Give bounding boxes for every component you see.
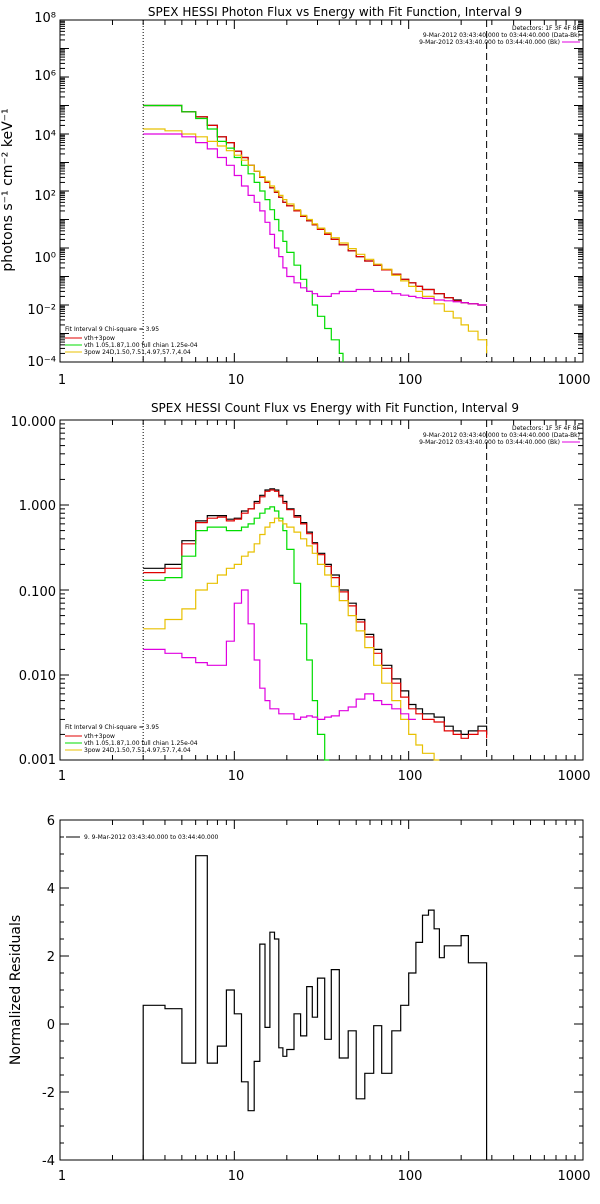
count-flux-legend-total: vth+3pow <box>84 733 115 740</box>
count-flux-plot-frame <box>59 419 584 761</box>
photon-flux-xtick-100: 100 <box>398 373 423 388</box>
count-flux-legend-data-bk: 9-Mar-2012 03:43:40.000 to 03:44:40.000 … <box>423 432 580 439</box>
photon-flux-ytick-1e-2: 10⁻² <box>27 303 56 318</box>
count-flux-ytick-0.100: 0.100 <box>19 585 56 600</box>
photon-flux-series-background <box>143 133 487 306</box>
residuals-xtick-10: 10 <box>228 1169 245 1184</box>
count-flux-legend-top: Detectors: 1F 3F 4F 8F 9-Mar-2012 03:43:… <box>419 425 580 446</box>
residuals-xtick-100: 100 <box>398 1169 423 1184</box>
count-flux-xtick-1: 1 <box>58 769 66 784</box>
count-flux-xtick-1000: 1000 <box>557 769 590 784</box>
residuals-plot-frame <box>59 819 584 1161</box>
photon-flux-series-powerlaw <box>143 128 488 354</box>
photon-flux-ytick-1e6: 10⁶ <box>34 69 56 84</box>
residuals-marks <box>59 819 583 1161</box>
photon-flux-xtick-1000: 1000 <box>557 373 590 388</box>
photon-flux-series-thermal <box>143 104 344 362</box>
photon-flux-legend-thermal: vth 1.05,1.87,1.00 full chian 1.25e-04 <box>84 342 198 349</box>
photon-flux-legend-top: Detectors: 1F 3F 4F 8F 9-Mar-2012 03:43:… <box>419 25 580 46</box>
photon-flux-marks <box>59 19 583 363</box>
photon-flux-xticks: 1 10 100 1000 <box>58 373 591 388</box>
count-flux-legend-detectors: Detectors: 1F 3F 4F 8F <box>512 425 581 432</box>
photon-flux-panel: SPEX HESSI Photon Flux vs Energy with Fi… <box>0 5 591 388</box>
photon-flux-plot-frame <box>59 19 584 363</box>
photon-flux-legend-total: vth+3pow <box>84 335 115 342</box>
count-flux-series-data <box>143 488 488 735</box>
count-flux-series-thermal <box>143 506 330 761</box>
count-flux-legend-thermal: vth 1.05,1.87,1.00 full chian 1.25e-04 <box>84 740 198 747</box>
count-flux-legend-bk: 9-Mar-2012 03:43:40.000 to 03:44:40.000 … <box>419 439 560 446</box>
photon-flux-ytick-1e4: 10⁴ <box>34 129 56 144</box>
photon-flux-series-total <box>143 104 487 306</box>
photon-flux-legend-bottom: Fit Interval 9 Chi-square = 3.95 vth+3po… <box>65 326 198 356</box>
count-flux-xtick-10: 10 <box>228 769 245 784</box>
photon-flux-yticks: 10⁻⁴ 10⁻² 10⁰ 10² 10⁴ 10⁶ 10⁸ <box>27 11 56 370</box>
count-flux-legend-powerlaw: 3pow 24D,1.50,7.51,4.97,57.7,4.04 <box>84 747 191 754</box>
photon-flux-legend-detectors: Detectors: 1F 3F 4F 8F <box>512 25 581 32</box>
count-flux-series-background <box>143 589 416 720</box>
residuals-ytick-6: 6 <box>47 814 55 829</box>
count-flux-marks <box>59 419 583 761</box>
residuals-legend-label: 9. 9-Mar-2012 03:43:40.000 to 03:44:40.0… <box>84 834 219 841</box>
residuals-yticks: -4 -2 0 2 4 6 <box>42 814 55 1169</box>
count-flux-series-total <box>143 489 488 739</box>
residuals-legend: 9. 9-Mar-2012 03:43:40.000 to 03:44:40.0… <box>66 834 219 841</box>
photon-flux-ytick-1e8: 10⁸ <box>34 11 56 26</box>
photon-flux-legend-chisq: Fit Interval 9 Chi-square = 3.95 <box>65 326 159 333</box>
residuals-ytick-minus4: -4 <box>42 1154 55 1169</box>
residuals-ylabel: Normalized Residuals <box>8 915 24 1065</box>
photon-flux-xtick-1: 1 <box>58 373 66 388</box>
count-flux-legend-bottom: Fit Interval 9 Chi-square = 3.95 vth+3po… <box>65 724 198 754</box>
photon-flux-legend-powerlaw: 3pow 24D,1.50,7.51,4.97,57.7,4.04 <box>84 349 191 356</box>
residuals-ytick-2: 2 <box>47 950 55 965</box>
photon-flux-title: SPEX HESSI Photon Flux vs Energy with Fi… <box>148 5 522 19</box>
residuals-ytick-4: 4 <box>47 882 55 897</box>
count-flux-ytick-1.000: 1.000 <box>19 499 56 514</box>
count-flux-legend-chisq: Fit Interval 9 Chi-square = 3.95 <box>65 724 159 731</box>
count-flux-title: SPEX HESSI Count Flux vs Energy with Fit… <box>151 401 519 415</box>
photon-flux-xtick-10: 10 <box>228 373 245 388</box>
photon-flux-ylabel: photons s⁻¹ cm⁻² keV⁻¹ <box>0 108 16 271</box>
photon-flux-legend-bk: 9-Mar-2012 03:43:40.000 to 03:44:40.000 … <box>419 39 560 46</box>
residuals-ytick-0: 0 <box>47 1018 55 1033</box>
count-flux-series-powerlaw <box>143 517 440 761</box>
count-flux-panel: SPEX HESSI Count Flux vs Energy with Fit… <box>11 401 591 784</box>
count-flux-yticks: 0.001 0.010 0.100 1.000 10.000 <box>11 415 57 768</box>
count-flux-ytick-0.001: 0.001 <box>19 753 56 768</box>
photon-flux-series-data <box>143 104 487 306</box>
photon-flux-ytick-1e-4: 10⁻⁴ <box>27 355 56 370</box>
count-flux-xticks: 1 10 100 1000 <box>58 769 591 784</box>
residuals-xticks: 1 10 100 1000 <box>58 1169 591 1184</box>
photon-flux-ytick-1e0: 10⁰ <box>34 251 56 266</box>
residuals-ytick-minus2: -2 <box>42 1086 55 1101</box>
count-flux-xtick-100: 100 <box>398 769 423 784</box>
residuals-panel: Normalized Residuals -4 -2 0 2 4 6 1 10 … <box>8 814 591 1184</box>
photon-flux-ytick-1e2: 10² <box>34 189 56 204</box>
residuals-xtick-1000: 1000 <box>557 1169 590 1184</box>
count-flux-ytick-10.000: 10.000 <box>11 415 57 430</box>
residuals-series-data <box>142 855 488 1160</box>
residuals-xtick-1: 1 <box>58 1169 66 1184</box>
count-flux-ytick-0.010: 0.010 <box>19 669 56 684</box>
photon-flux-legend-data-bk: 9-Mar-2012 03:43:40.000 to 03:44:40.000 … <box>423 32 580 39</box>
